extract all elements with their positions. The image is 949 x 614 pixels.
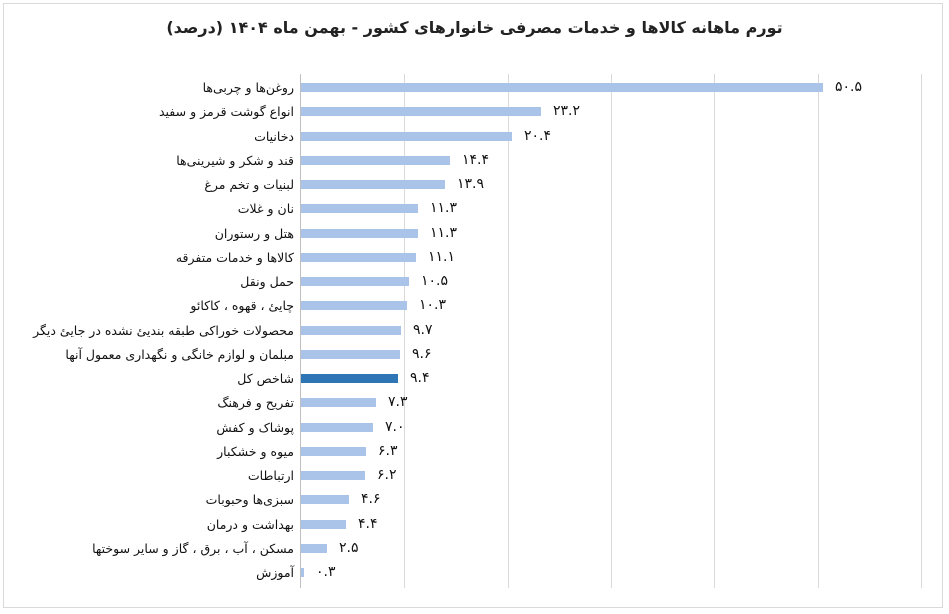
bar [301,544,327,553]
bar [301,83,823,92]
value-label: ۱۰.۳ [419,297,447,313]
bar-row: تفریح و فرهنگ ۷.۳ [0,391,949,415]
bar [301,398,377,407]
bar-row: آموزش ۰.۳ [0,561,949,585]
value-label: ۴.۴ [358,516,378,532]
bar-row: مبلمان و لوازم خانگی و نگهداری معمول آنه… [0,343,949,367]
bar-row: ارتباطات ۶.۲ [0,464,949,488]
bar-total-index [301,374,399,383]
value-label: ۲.۵ [339,540,359,556]
value-label: ۱۰.۵ [421,273,449,289]
value-label: ۲۳.۲ [553,103,581,119]
category-label: میوه و خشکبار [217,444,294,459]
category-label: مسکن ، آب ، برق ، گاز و سایر سوختها [92,541,294,556]
category-label: کالاها و خدمات متفرقه [175,250,294,265]
bar [301,301,408,310]
category-label: دخانیات [254,129,294,144]
chart-frame [3,3,943,608]
category-label: نان و غلات [237,201,294,216]
gridline [508,74,509,588]
category-label: شاخص کل [237,371,294,386]
category-label: حمل ونقل [240,274,294,289]
bar-row: کالاها و خدمات متفرقه ۱۱.۱ [0,246,949,270]
bar-row: مسکن ، آب ، برق ، گاز و سایر سوختها ۲.۵ [0,537,949,561]
category-label: تفریح و فرهنگ [217,395,294,410]
value-label: ۴.۶ [361,491,381,507]
category-label: سبزی‌ها وحبوبات [205,492,294,507]
category-label: چایئ ، قهوه ، کاکائو [190,298,294,313]
bar-row: شاخص کل ۹.۴ [0,367,949,391]
y-axis-line [300,74,301,588]
value-label: ۱۴.۴ [462,152,490,168]
bar-row: دخانیات ۲۰.۴ [0,125,949,149]
bar-row: هتل و رستوران ۱۱.۳ [0,222,949,246]
bar [301,204,418,213]
bar [301,326,402,335]
gridline [818,74,819,588]
gridline [921,74,922,588]
category-label: روغن‌ها و چربی‌ها [202,80,294,95]
gridline [714,74,715,588]
value-label: ۵۰.۵ [835,79,863,95]
value-label: ۱۱.۳ [430,200,458,216]
bar-row: لبنیات و تخم مرغ ۱۳.۹ [0,173,949,197]
bar-row: میوه و خشکبار ۶.۳ [0,440,949,464]
value-label: ۰.۳ [316,564,336,580]
bar [301,107,541,116]
bar [301,350,401,359]
value-label: ۹.۷ [413,322,433,338]
bar [301,471,366,480]
bar-row: قند و شکر و شیرینی‌ها ۱۴.۴ [0,149,949,173]
bar [301,495,349,504]
category-label: لبنیات و تخم مرغ [204,177,294,192]
bar [301,277,410,286]
value-label: ۶.۳ [378,443,398,459]
value-label: ۱۳.۹ [457,176,485,192]
value-label: ۷.۳ [388,394,408,410]
value-label: ۷.۰ [385,419,405,435]
bar-row: انواع گوشت قرمز و سفید ۲۳.۲ [0,100,949,124]
bar [301,520,347,529]
bar-row: محصولات خوراکی طبقه بندیئ نشده در جایئ د… [0,319,949,343]
category-label: پوشاک و کفش [216,420,294,435]
value-label: ۹.۴ [410,370,430,386]
bar-row: حمل ونقل ۱۰.۵ [0,270,949,294]
category-label: آموزش [256,565,294,580]
category-label: هتل و رستوران [214,226,294,241]
bar [301,132,512,141]
bar [301,156,450,165]
category-label: مبلمان و لوازم خانگی و نگهداری معمول آنه… [65,347,294,362]
bar-row: بهداشت و درمان ۴.۴ [0,513,949,537]
value-label: ۱۱.۳ [430,225,458,241]
value-label: ۶.۲ [377,467,397,483]
bar-row: چایئ ، قهوه ، کاکائو ۱۰.۳ [0,294,949,318]
chart-title: تورم ماهانه کالاها و خدمات مصرفی خانواره… [166,18,783,37]
bar [301,229,418,238]
bar [301,180,445,189]
category-label: انواع گوشت قرمز و سفید [158,104,294,119]
category-label: محصولات خوراکی طبقه بندیئ نشده در جایئ د… [33,323,294,338]
bar [301,253,416,262]
gridline [611,74,612,588]
gridline [404,74,405,588]
category-label: قند و شکر و شیرینی‌ها [176,153,294,168]
bar [301,423,374,432]
category-label: ارتباطات [247,468,294,483]
category-label: بهداشت و درمان [206,517,294,532]
bar-row: سبزی‌ها وحبوبات ۴.۶ [0,488,949,512]
bar-row: پوشاک و کفش ۷.۰ [0,416,949,440]
value-label: ۹.۶ [412,346,432,362]
bar [301,568,305,577]
bar [301,447,367,456]
value-label: ۲۰.۴ [524,128,552,144]
bar-row: نان و غلات ۱۱.۳ [0,197,949,221]
bar-row: روغن‌ها و چربی‌ها ۵۰.۵ [0,76,949,100]
value-label: ۱۱.۱ [428,249,456,265]
